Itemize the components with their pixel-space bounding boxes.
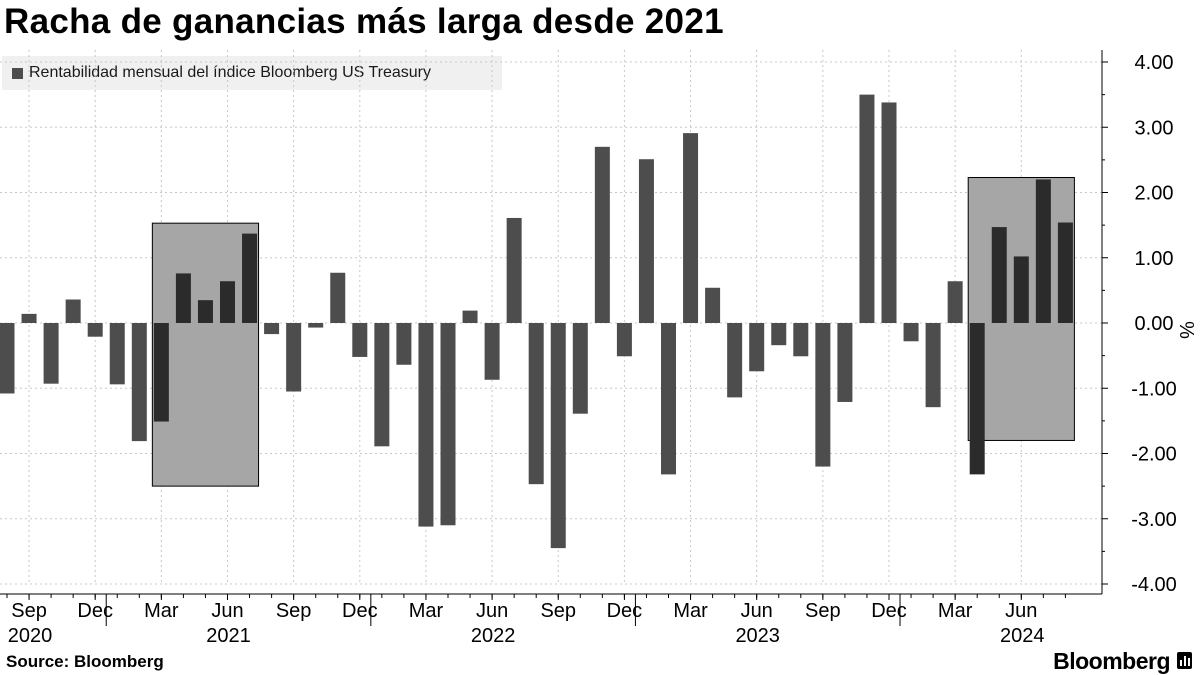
bar — [837, 323, 853, 402]
highlight-box — [151, 222, 260, 487]
x-year-label: 2022 — [471, 625, 516, 647]
bar — [815, 323, 831, 467]
x-tick-label: Jun — [1005, 600, 1037, 622]
bar — [727, 323, 743, 398]
x-year-label: 2021 — [206, 625, 251, 647]
bar — [506, 217, 522, 323]
bar — [197, 300, 213, 323]
y-tick-label: 4.00 — [1135, 52, 1174, 74]
x-tick-label: Dec — [77, 600, 113, 622]
y-axis-label: % — [1175, 321, 1197, 339]
bar — [925, 323, 941, 408]
bar — [21, 313, 37, 323]
bar — [308, 323, 324, 328]
bar — [175, 273, 191, 323]
bar — [793, 323, 809, 357]
bar — [881, 102, 897, 323]
x-tick-label: Jun — [476, 600, 508, 622]
x-tick-label: Mar — [144, 600, 179, 622]
y-tick-label: 3.00 — [1135, 117, 1174, 139]
bar — [109, 323, 125, 385]
bar — [65, 299, 81, 323]
bar — [462, 310, 478, 323]
x-tick-label: Sep — [540, 600, 576, 622]
bar — [771, 323, 787, 346]
x-tick-label: Dec — [607, 600, 643, 622]
bar — [859, 94, 875, 323]
bloomberg-terminal-icon — [1177, 652, 1192, 669]
bar — [131, 323, 147, 442]
x-year-label: 2023 — [735, 625, 780, 647]
bar — [418, 323, 434, 527]
bar — [242, 233, 258, 323]
bar — [572, 323, 588, 414]
x-tick-label: Jun — [741, 600, 773, 622]
bar — [683, 133, 699, 323]
bar — [374, 323, 390, 447]
y-tick-label: -3.00 — [1131, 509, 1177, 531]
x-tick-label: Sep — [276, 600, 312, 622]
bar — [484, 323, 500, 380]
bar — [352, 323, 368, 357]
bar — [43, 323, 59, 384]
x-tick-label: Sep — [11, 600, 47, 622]
x-tick-label: Mar — [673, 600, 708, 622]
bar — [1035, 179, 1051, 323]
x-year-label: 2024 — [1000, 625, 1045, 647]
chart-title: Racha de ganancias más larga desde 2021 — [4, 2, 724, 41]
y-tick-label: 0.00 — [1135, 313, 1174, 335]
bar — [396, 323, 412, 365]
bar — [991, 227, 1007, 323]
bar — [153, 323, 169, 422]
bar — [330, 272, 346, 323]
bar — [87, 323, 103, 337]
legend-label: Rentabilidad mensual del índice Bloomber… — [29, 64, 431, 81]
legend-swatch — [12, 67, 23, 79]
y-tick-label: -2.00 — [1131, 444, 1177, 466]
bar — [594, 146, 610, 323]
bar — [440, 323, 456, 526]
x-year-label: 2020 — [8, 625, 53, 647]
bar — [947, 281, 963, 323]
bar — [264, 323, 280, 335]
bar — [661, 323, 676, 475]
bar — [969, 323, 985, 475]
y-tick-label: 1.00 — [1135, 248, 1174, 270]
bloomberg-logo: Bloomberg — [1053, 648, 1170, 674]
bar — [705, 287, 721, 323]
bar — [286, 323, 302, 392]
bar — [528, 323, 544, 485]
bar — [616, 323, 632, 357]
y-tick-label: 2.00 — [1135, 183, 1174, 205]
x-tick-label: Mar — [409, 600, 444, 622]
bar — [903, 323, 919, 342]
source-note: Source: Bloomberg — [6, 652, 164, 671]
x-tick-label: Mar — [938, 600, 973, 622]
x-tick-label: Dec — [342, 600, 378, 622]
bar — [220, 281, 235, 323]
bar — [0, 323, 15, 394]
bar — [1057, 222, 1073, 323]
bar — [749, 323, 765, 372]
bar — [550, 323, 566, 549]
bar — [638, 159, 654, 323]
x-tick-label: Dec — [871, 600, 907, 622]
y-tick-label: -4.00 — [1131, 574, 1177, 596]
x-tick-label: Sep — [805, 600, 841, 622]
bar — [1013, 256, 1029, 323]
y-tick-label: -1.00 — [1131, 378, 1177, 400]
x-tick-label: Jun — [211, 600, 243, 622]
